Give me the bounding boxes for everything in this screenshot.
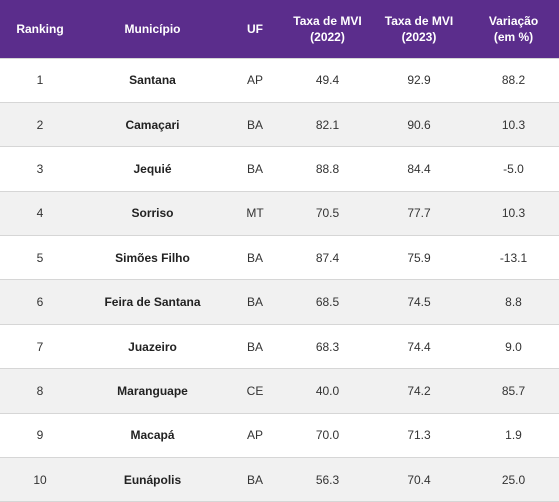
cell-uf: CE [246,383,264,398]
cell-taxa-2022: 88.8 [315,161,340,176]
cell-uf: AP [246,73,263,88]
cell-uf: BA [246,295,263,310]
cell-taxa-2022: 82.1 [315,117,340,132]
cell-municipio: Jequié [133,161,172,176]
header-uf: UF [247,21,263,36]
header-taxa-2022-line2: (2022) [310,29,345,44]
header-taxa-2022: Taxa de MVI (2022) [285,0,370,58]
cell-taxa-2023: 70.4 [407,472,431,487]
cell-taxa-2022: 56.3 [315,472,340,487]
cell-variacao: 85.7 [501,383,526,398]
header-variacao: Variação (em %) [468,0,559,58]
table-row: 6 Feira de Santana BA 68.5 74.5 8.8 [0,279,559,325]
cell-ranking: 2 [36,117,44,132]
cell-taxa-2022: 68.3 [315,339,340,354]
cell-taxa-2023: 90.6 [407,117,431,132]
cell-variacao: -13.1 [499,250,528,265]
header-ranking: Ranking [16,21,64,36]
cell-taxa-2023: 92.9 [407,73,431,88]
cell-taxa-2022: 70.0 [315,428,340,443]
cell-variacao: 10.3 [501,117,526,132]
cell-ranking: 7 [36,339,44,354]
cell-municipio: Juazeiro [128,339,177,354]
cell-taxa-2022: 49.4 [315,73,340,88]
cell-taxa-2022: 68.5 [315,295,340,310]
header-row: Ranking Município UF Taxa de MVI (2022) … [0,0,559,58]
header-taxa-2023-line1: Taxa de MVI [384,13,454,28]
header-taxa-2023: Taxa de MVI (2023) [370,0,468,58]
cell-taxa-2022: 70.5 [315,206,340,221]
table-row: 7 Juazeiro BA 68.3 74.4 9.0 [0,324,559,369]
cell-municipio: Maranguape [117,383,188,398]
cell-variacao: 1.9 [505,428,522,443]
cell-municipio: Simões Filho [115,250,190,265]
table-row: 4 Sorriso MT 70.5 77.7 10.3 [0,191,559,236]
cell-municipio: Eunápolis [123,472,182,487]
cell-ranking: 9 [36,428,44,443]
cell-taxa-2023: 75.9 [407,250,431,265]
cell-ranking: 6 [36,295,44,310]
cell-taxa-2023: 71.3 [407,428,431,443]
header-taxa-2022-line1: Taxa de MVI [293,13,362,28]
header-taxa-2023-line2: (2023) [401,29,437,44]
cell-taxa-2022: 40.0 [315,383,340,398]
cell-ranking: 5 [36,250,44,265]
table-row: 9 Macapá AP 70.0 71.3 1.9 [0,413,559,458]
header-variacao-line2: (em %) [493,29,534,44]
cell-ranking: 10 [33,472,47,487]
cell-variacao: 25.0 [501,472,526,487]
table-body: 1 Santana AP 49.4 92.9 88.2 2 Camaçari B… [0,58,559,502]
cell-ranking: 3 [36,161,44,176]
cell-taxa-2023: 74.4 [407,339,431,354]
cell-taxa-2023: 77.7 [407,206,431,221]
cell-variacao: 10.3 [501,206,526,221]
cell-ranking: 1 [36,73,44,88]
table-header: Ranking Município UF Taxa de MVI (2022) … [0,0,559,58]
cell-taxa-2023: 74.5 [407,295,431,310]
table-row: 5 Simões Filho BA 87.4 75.9 -13.1 [0,235,559,280]
cell-uf: BA [246,339,263,354]
cell-variacao: -5.0 [503,161,524,176]
cell-municipio: Sorriso [131,206,174,221]
cell-variacao: 8.8 [505,295,522,310]
cell-variacao: 88.2 [501,73,526,88]
cell-municipio: Macapá [130,428,175,443]
cell-uf: BA [246,250,263,265]
cell-taxa-2023: 84.4 [407,161,431,176]
cell-municipio: Camaçari [125,117,180,132]
table-row: 8 Maranguape CE 40.0 74.2 85.7 [0,368,559,414]
header-variacao-line1: Variação [488,13,539,28]
table-row: 3 Jequié BA 88.8 84.4 -5.0 [0,146,559,192]
cell-ranking: 4 [36,206,44,221]
table-row: 1 Santana AP 49.4 92.9 88.2 [0,58,559,103]
table-row: 2 Camaçari BA 82.1 90.6 10.3 [0,102,559,147]
cell-uf: BA [246,472,263,487]
header-municipio: Município [124,21,181,36]
cell-taxa-2023: 74.2 [407,383,431,398]
cell-municipio: Santana [129,73,176,88]
cell-uf: MT [246,206,264,221]
cell-variacao: 9.0 [505,339,522,354]
cell-uf: BA [246,161,263,176]
cell-taxa-2022: 87.4 [315,250,340,265]
cell-ranking: 8 [36,383,44,398]
cell-uf: AP [246,428,263,443]
cell-uf: BA [246,117,263,132]
table-row: 10 Eunápolis BA 56.3 70.4 25.0 [0,457,559,502]
cell-municipio: Feira de Santana [104,295,201,310]
